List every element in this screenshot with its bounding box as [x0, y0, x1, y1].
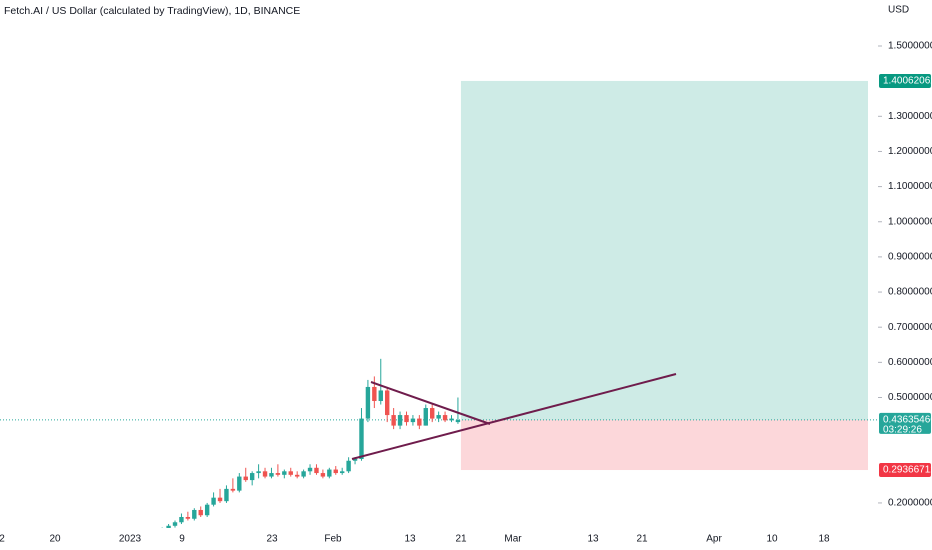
trend-line [370, 381, 491, 425]
last-price-label-box [879, 412, 931, 434]
candle-body [339, 471, 345, 474]
countdown: 03:29:26 [883, 425, 922, 436]
price-axis [878, 0, 932, 550]
candle-body [282, 471, 287, 475]
candle-body [179, 516, 184, 523]
y-tick-label: 0.80000000 [888, 287, 932, 298]
candle-body [442, 415, 448, 421]
stop-label: 0.29366712 [883, 465, 932, 476]
plot-area [0, 80, 878, 536]
candle-body [249, 473, 255, 481]
x-tick-label: 9 [179, 534, 185, 545]
candle-body [192, 509, 197, 519]
y-tick-label: 0.50000000 [888, 392, 932, 403]
x-tick-label: 13 [404, 534, 416, 545]
candle-body [166, 525, 171, 530]
candle-body [417, 418, 422, 426]
candle-body [365, 386, 371, 419]
candle-body [372, 386, 377, 402]
x-tick-label: 23 [266, 534, 278, 545]
candle-body [211, 497, 216, 505]
target-label: 1.40062062 [883, 76, 932, 87]
candle-body [378, 390, 383, 402]
x-tick-label: 2 [0, 534, 5, 545]
candle-body [237, 476, 242, 491]
y-tick-label: 0.90000000 [888, 252, 932, 263]
trend-line [351, 373, 677, 460]
axes: 0.20000000 0.50000000 0.60000000 0.70000000… [0, 41, 932, 545]
candle-body [449, 418, 454, 421]
x-tick-label: 10 [766, 534, 778, 545]
y-tick-label: 1.30000000 [888, 111, 932, 122]
candle-body [410, 418, 416, 423]
candle-body [314, 467, 319, 474]
candle-body [436, 415, 441, 419]
y-tick-label: 0.60000000 [888, 357, 932, 368]
candle-body [256, 471, 261, 474]
x-tick-label: 2023 [119, 534, 142, 545]
candle-body [269, 473, 274, 477]
candle-body [385, 390, 390, 416]
candle-body [185, 516, 191, 519]
candle-body [262, 471, 268, 477]
candle-body [391, 415, 396, 426]
time-axis [0, 528, 878, 550]
x-tick-label: Apr [706, 534, 722, 545]
candle-body [224, 488, 229, 502]
x-tick-label: 20 [49, 534, 61, 545]
candle-body [346, 460, 351, 472]
x-tick-label: Mar [504, 534, 522, 545]
last-price-label: 0.43635466 [883, 415, 932, 426]
x-tick-label: 18 [818, 534, 830, 545]
candle-body [198, 509, 203, 516]
y-tick-label: 1.20000000 [888, 146, 932, 157]
candle-body [352, 459, 358, 461]
candle-body [243, 476, 248, 481]
target-zone [460, 80, 868, 420]
x-tick-label: Feb [324, 534, 342, 545]
target-label-box [879, 73, 931, 88]
candle-body [172, 522, 178, 526]
candle-body [327, 469, 332, 477]
candle-body [275, 473, 281, 475]
candle-body [455, 419, 461, 423]
x-tick-label: 21 [636, 534, 648, 545]
axis-unit: USD [888, 5, 909, 16]
candle-body [217, 497, 223, 502]
y-tick-label: 1.10000000 [888, 181, 932, 192]
candle-body [423, 408, 428, 426]
candle-body [333, 469, 338, 474]
candle-body [397, 415, 403, 426]
y-tick-label: 1.50000000 [888, 41, 932, 52]
candle-body [288, 471, 293, 475]
y-tick-label: 1.00000000 [888, 216, 932, 227]
chart-title: Fetch.AI / US Dollar (calculated by Trad… [4, 5, 300, 17]
y-tick-label: 0.70000000 [888, 322, 932, 333]
candle-body [301, 471, 306, 477]
candle-body [294, 474, 300, 477]
candle-body [204, 504, 210, 516]
drawings [351, 373, 677, 460]
candle-body [320, 473, 326, 477]
candle-body [430, 408, 435, 419]
y-tick-label: 0.20000000 [888, 498, 932, 509]
x-tick-label: 13 [587, 534, 599, 545]
stop-zone [460, 419, 868, 471]
candle-body [404, 415, 409, 423]
candle-body [307, 467, 313, 472]
candle-body [359, 418, 364, 460]
x-tick-label: 21 [455, 534, 467, 545]
stop-label-box [879, 463, 931, 478]
candle-body [230, 488, 236, 491]
